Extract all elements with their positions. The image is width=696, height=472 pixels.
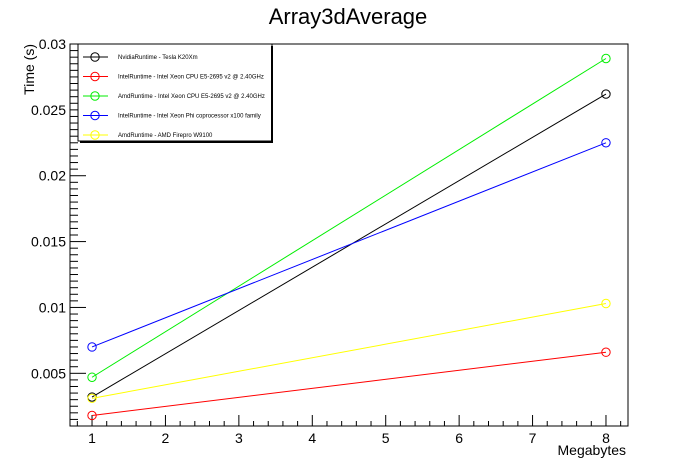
data-point <box>87 410 97 421</box>
legend-label: IntelRuntime - Intel Xeon Phi coprocesso… <box>118 114 261 120</box>
data-point <box>601 138 611 148</box>
legend-marker <box>90 110 100 121</box>
x-tick-label: 4 <box>308 430 316 446</box>
series-line <box>91 58 607 378</box>
data-point <box>601 89 611 99</box>
y-tick-label: 0.01 <box>39 299 66 315</box>
x-axis-title: Megabytes <box>558 442 626 458</box>
legend-label: AmdRuntime - Intel Xeon CPU E5-2695 v2 @… <box>118 94 265 100</box>
data-point <box>87 342 97 352</box>
legend-marker <box>90 130 100 140</box>
legend: NvidiaRuntime - Tesla K20Xm IntelRuntime … <box>77 43 273 143</box>
data-point <box>601 347 611 357</box>
series-line <box>91 93 607 398</box>
data-point <box>601 53 611 64</box>
x-tick-label: 5 <box>382 430 390 446</box>
x-tick-label: 2 <box>162 430 170 446</box>
legend-marker <box>90 52 100 62</box>
x-tick-label: 1 <box>88 430 96 446</box>
data-point <box>87 372 97 382</box>
axes: 1 2 3 4 5 6 7 8 0.005 0.01 0.015 0.02 0.025 0.03 <box>31 36 629 446</box>
x-tick-label: 6 <box>455 430 463 446</box>
y-tick-label: 0.03 <box>39 36 66 52</box>
data-point <box>601 298 611 309</box>
y-axis-title: Time (s) <box>21 44 37 95</box>
legend-label: IntelRuntime - Intel Xeon CPU E5-2695 v2… <box>118 75 264 81</box>
series-layer <box>87 53 611 421</box>
y-tick-label: 0.015 <box>31 234 66 250</box>
series-line <box>91 351 607 416</box>
x-tick-label: 3 <box>235 430 243 446</box>
y-tick-label: 0.02 <box>39 168 66 184</box>
y-tick-label: 0.005 <box>31 365 66 381</box>
legend-marker <box>90 71 100 82</box>
x-tick-label: 7 <box>529 430 537 446</box>
legend-marker <box>90 91 100 101</box>
data-point <box>87 393 97 404</box>
series-line <box>91 142 607 348</box>
legend-label: NvidiaRuntime - Tesla K20Xm <box>118 55 198 61</box>
legend-box <box>77 43 273 142</box>
series-line <box>91 303 607 399</box>
y-tick-label: 0.025 <box>31 102 66 118</box>
x-tick-label: 8 <box>602 430 610 446</box>
legend-label: AmdRuntime - AMD Firepro W9100 <box>118 133 213 139</box>
chart-title: Array3dAverage <box>269 4 428 29</box>
